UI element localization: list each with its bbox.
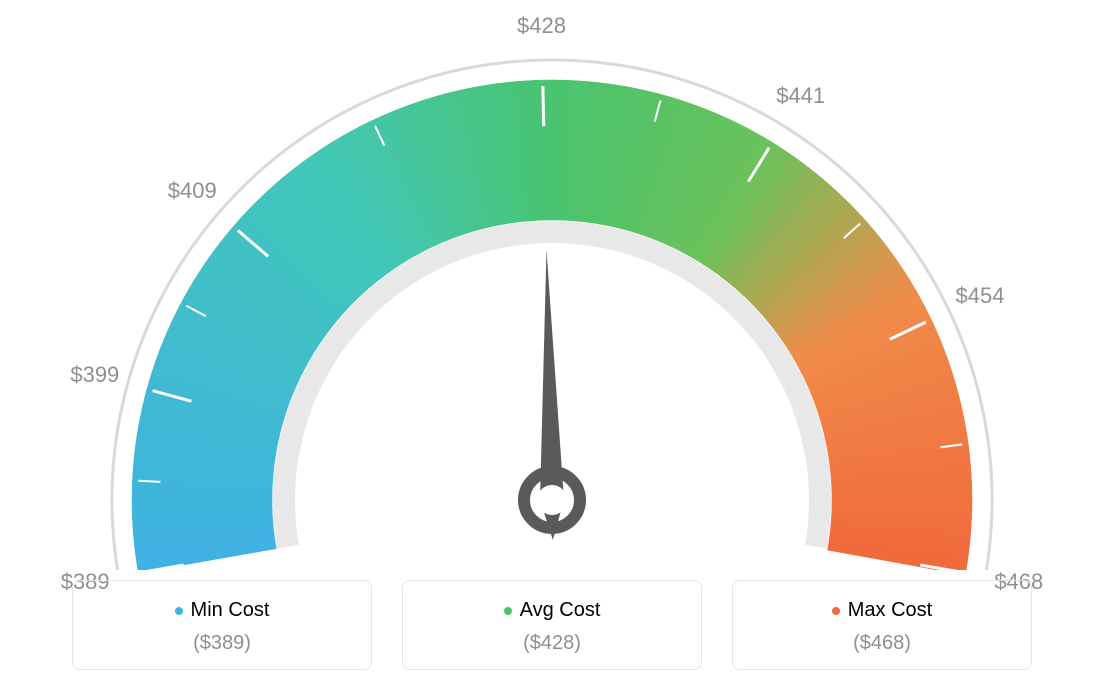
gauge-tick-label: $428 [517, 13, 566, 39]
gauge-chart [72, 30, 1032, 570]
legend-title-min: Min Cost [175, 599, 270, 622]
legend-title-max: Max Cost [832, 599, 932, 622]
legend-value-avg: ($428) [403, 632, 701, 655]
gauge-tick-label: $454 [956, 283, 1005, 309]
gauge-tick-label: $441 [776, 83, 825, 109]
legend-card-min: Min Cost ($389) [72, 580, 372, 670]
legend-label-avg: Avg Cost [520, 599, 601, 622]
legend-label-max: Max Cost [848, 599, 932, 622]
legend-dot-avg [504, 607, 512, 615]
legend-dot-min [175, 607, 183, 615]
legend-label-min: Min Cost [191, 599, 270, 622]
legend-card-max: Max Cost ($468) [732, 580, 1032, 670]
legend-value-max: ($468) [733, 632, 1031, 655]
gauge-container: $389$399$409$428$441$454$468 [0, 0, 1104, 560]
legend-row: Min Cost ($389) Avg Cost ($428) Max Cost… [0, 580, 1104, 670]
legend-dot-max [832, 607, 840, 615]
gauge-tick-label: $409 [168, 178, 217, 204]
gauge-tick-label: $399 [70, 362, 119, 388]
legend-title-avg: Avg Cost [504, 599, 601, 622]
legend-card-avg: Avg Cost ($428) [402, 580, 702, 670]
legend-value-min: ($389) [73, 632, 371, 655]
